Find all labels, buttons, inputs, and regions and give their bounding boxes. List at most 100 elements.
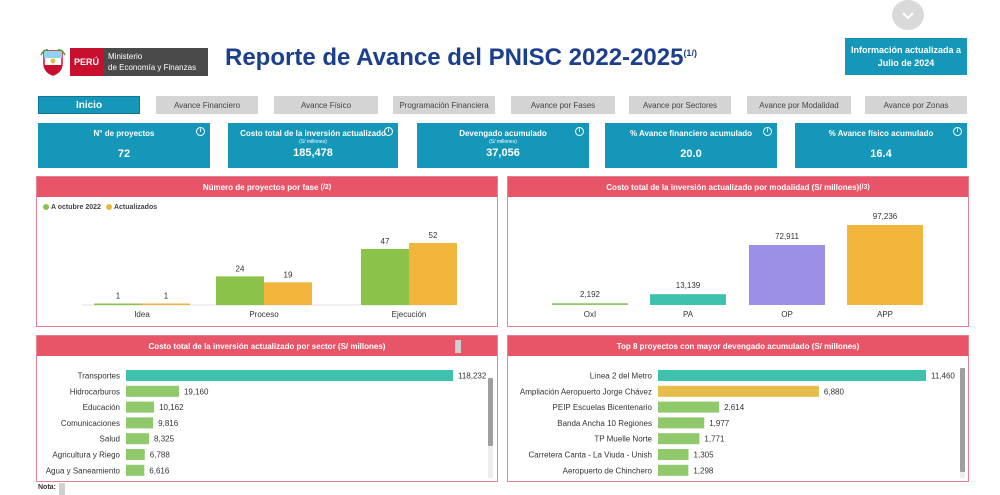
data-label: 47 <box>381 237 390 246</box>
bar <box>658 370 926 381</box>
logo-ministry-line2: de Economía y Finanzas <box>108 63 197 72</box>
footer-note-marker <box>59 483 65 495</box>
panel-title: Costo total de la inversión actualizado … <box>37 336 497 356</box>
bar <box>142 303 190 305</box>
bar <box>658 385 819 397</box>
category-label: TP Muelle Norte <box>594 435 652 444</box>
tab-inicio[interactable]: Inicio <box>38 96 140 114</box>
data-label: 1 <box>116 292 121 301</box>
bar <box>264 282 312 305</box>
bar <box>658 464 689 476</box>
kpi-value: 37,056 <box>486 147 520 159</box>
bar <box>126 449 145 460</box>
kpi-devengado: Devengado acumulado (S/ millones) 37,056… <box>417 123 589 168</box>
data-label: 6,616 <box>149 466 170 475</box>
kpi-sublabel: (S/ millones) <box>489 139 517 145</box>
data-label: 1,977 <box>709 419 730 428</box>
info-icon[interactable]: i <box>763 127 772 136</box>
info-icon[interactable]: i <box>196 127 205 136</box>
legend-item: Actualizados <box>105 204 157 211</box>
data-label: 1,305 <box>694 451 715 460</box>
logo-country: PERÚ <box>70 48 104 76</box>
data-label: 19,160 <box>184 387 209 396</box>
tab-avance-por-fases[interactable]: Avance por Fases <box>511 96 615 114</box>
kpi-avance-fisico: % Avance físico acumulado 16.4 i <box>795 123 967 168</box>
bar <box>126 464 145 476</box>
data-label: 1 <box>164 292 169 301</box>
collapse-button[interactable] <box>892 0 924 30</box>
data-label: 11,460 <box>931 372 955 381</box>
chevron-down-icon <box>902 12 914 20</box>
data-label: 10,162 <box>159 403 184 412</box>
data-label: 2,192 <box>580 290 601 299</box>
tab-programacion-financiera[interactable]: Programación Financiera <box>393 96 495 114</box>
chart-legend: A octubre 2022 Actualizados <box>43 204 157 211</box>
category-label: Ejecución <box>392 310 427 319</box>
category-label: Comunicaciones <box>61 419 120 428</box>
kpi-value: 185,478 <box>293 147 333 159</box>
category-label: Línea 2 del Metro <box>590 372 653 381</box>
category-label: Hidrocarburos <box>70 387 120 396</box>
kpi-value: 16.4 <box>870 148 892 160</box>
chart-proyectos-por-fase: 1 1 Idea 24 19 Proceso 47 52 Ejecución <box>82 231 457 319</box>
info-icon[interactable]: i <box>953 127 962 136</box>
chart-costo-por-sector: Transportes 118,232 Hidrocarburos 19,160 Edu… <box>46 370 487 476</box>
tab-avance-por-sectores[interactable]: Avance por Sectores <box>629 96 731 114</box>
kpi-label: N° de proyectos <box>93 129 155 138</box>
bar <box>658 401 720 413</box>
bar <box>126 417 154 429</box>
panel-title: Número de proyectos por fase (/2) <box>37 177 497 197</box>
update-line2: Julio de 2024 <box>877 57 935 68</box>
bar <box>126 385 179 397</box>
kpi-num-proyectos: N° de proyectos 72 i <box>38 123 210 168</box>
footer-note: Nota: <box>38 484 56 491</box>
kpi-costo-total: Costo total de la inversión actualizado … <box>228 123 398 168</box>
category-label: Agricultura y Riego <box>52 451 120 460</box>
bar <box>409 243 457 305</box>
data-label: 8,325 <box>154 435 175 444</box>
data-label: 1,298 <box>693 466 714 475</box>
panel-title: Costo total de la inversión actualizado … <box>508 177 968 197</box>
category-label: Idea <box>134 310 150 319</box>
bar <box>552 303 628 305</box>
kpi-value: 20.0 <box>680 148 702 160</box>
page-title-note: (1/) <box>683 48 697 58</box>
category-label: Educación <box>83 403 120 412</box>
bar <box>658 417 705 429</box>
bar <box>126 370 453 381</box>
data-label: 19 <box>284 270 293 279</box>
panel-proyectos-por-fase: Número de proyectos por fase (/2) A octu… <box>36 176 498 327</box>
update-info-box: Información actualizada a Julio de 2024 <box>845 38 967 75</box>
mef-logo: PERÚ Ministerio de Economía y Finanzas <box>40 46 208 78</box>
category-label: APP <box>877 310 893 319</box>
data-label: 1,771 <box>704 435 725 444</box>
kpi-sublabel: (S/ millones) <box>299 139 327 145</box>
scrollbar-thumb[interactable] <box>960 368 965 472</box>
kpi-label: % Avance físico acumulado <box>828 129 934 138</box>
bar <box>650 294 726 305</box>
category-label: Transportes <box>78 372 120 381</box>
tab-avance-por-zonas[interactable]: Avance por Zonas <box>865 96 967 114</box>
kpi-label: % Avance financiero acumulado <box>629 129 753 138</box>
update-line1: Información actualizada a <box>850 44 962 55</box>
info-icon[interactable]: i <box>575 127 584 136</box>
data-label: 97,236 <box>873 212 898 221</box>
tab-avance-financiero[interactable]: Avance Financiero <box>156 96 258 114</box>
data-label: 9,816 <box>158 419 179 428</box>
coat-of-arms-icon <box>40 49 66 76</box>
category-label: Salud <box>100 435 120 444</box>
category-label: PA <box>683 310 694 319</box>
data-label: 2,614 <box>724 403 745 412</box>
info-icon[interactable]: i <box>384 127 393 136</box>
tab-avance-fisico[interactable]: Avance Físico <box>274 96 378 114</box>
data-label: 118,232 <box>458 372 487 381</box>
category-label: Carretera Canta - La Viuda - Unish <box>529 451 652 460</box>
legend-item: A octubre 2022 <box>43 204 101 211</box>
tab-avance-por-modalidad[interactable]: Avance por Modalidad <box>747 96 851 114</box>
category-label: Ampliación Aeropuerto Jorge Chávez <box>520 387 652 396</box>
bar <box>847 225 923 305</box>
bar <box>126 401 155 413</box>
logo-ministry-line1: Ministerio <box>108 52 143 61</box>
scrollbar-thumb[interactable] <box>488 378 493 446</box>
data-label: 72,911 <box>775 232 799 241</box>
